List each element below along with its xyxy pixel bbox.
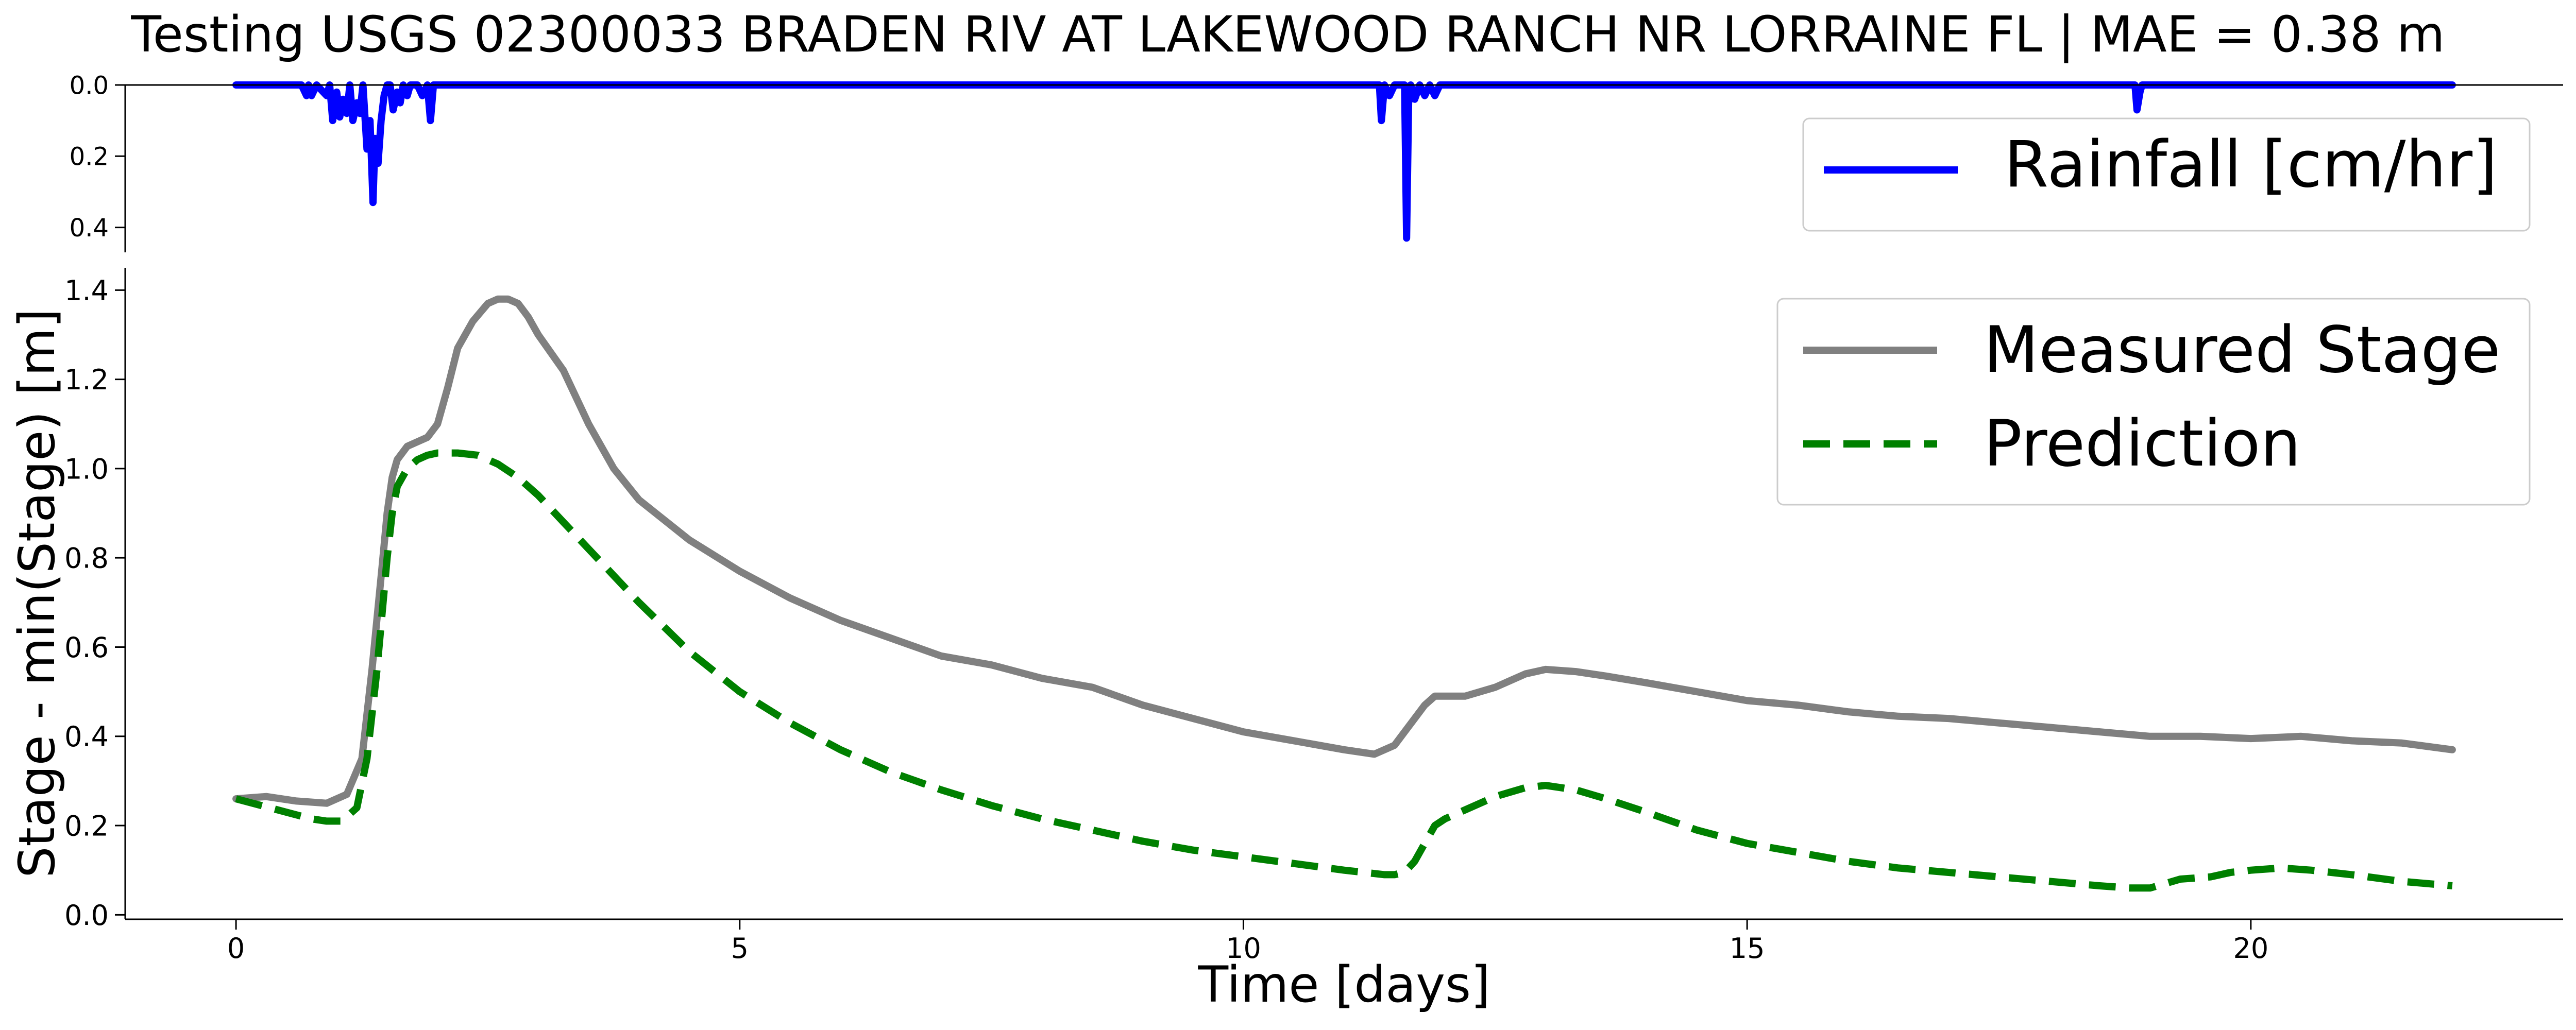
stage-panel: 0.0 0.2 0.4 0.6 0.8 1.0 1.2 1.4 0 5 10 15 20 Time […	[8, 268, 2563, 1014]
stage-y-ticks: 0.0 0.2 0.4 0.6 0.8 1.0 1.2 1.4	[64, 274, 125, 932]
stage-x-ticks: 0 5 10 15 20	[227, 919, 2268, 965]
figure-title: Testing USGS 02300033 BRADEN RIV AT LAKE…	[130, 6, 2445, 64]
stage-x-tick-label: 20	[2233, 932, 2268, 965]
rainfall-y-tick-label: 0.2	[70, 143, 109, 171]
prediction-legend-label: Prediction	[1984, 407, 2301, 481]
rainfall-legend: Rainfall [cm/hr]	[1802, 117, 2531, 232]
stage-x-tick-label: 5	[731, 932, 749, 965]
rainfall-legend-box	[1802, 117, 2531, 232]
stage-x-tick-label: 10	[1226, 932, 1261, 965]
measured-stage-legend-label: Measured Stage	[1984, 313, 2500, 387]
rainfall-y-tick-label: 0.0	[70, 71, 109, 100]
rainfall-panel: 0.0 0.2 0.4 Rainfall [cm/hr]	[70, 71, 2563, 252]
measured-stage-series-line	[232, 295, 2456, 807]
stage-y-tick-label: 1.0	[64, 453, 109, 485]
stage-x-axis-label: Time [days]	[1198, 956, 1490, 1014]
stage-plot-area	[232, 295, 2456, 892]
stage-y-axis-label: Stage - min(Stage) [m]	[8, 308, 66, 878]
stage-y-tick-label: 1.4	[64, 274, 109, 307]
stage-y-tick-label: 0.6	[64, 631, 109, 664]
stage-y-tick-label: 0.0	[64, 899, 109, 932]
stage-x-tick-label: 0	[227, 932, 245, 965]
rainfall-legend-label: Rainfall [cm/hr]	[2004, 128, 2498, 202]
rainfall-cm-hr-series-line	[232, 81, 2456, 242]
stage-y-tick-label: 0.4	[64, 720, 109, 753]
rainfall-y-tick-label: 0.4	[70, 214, 109, 243]
stage-y-tick-label: 0.2	[64, 810, 109, 842]
stage-legend-box	[1776, 298, 2531, 506]
rainfall-y-ticks: 0.0 0.2 0.4	[70, 71, 125, 243]
stage-legend: Measured Stage Prediction	[1776, 298, 2531, 506]
prediction-series-line	[235, 449, 2453, 892]
stage-x-tick-label: 15	[1730, 932, 1765, 965]
stage-y-tick-label: 1.2	[64, 364, 109, 396]
rainfall-plot-area	[232, 81, 2456, 242]
stage-y-tick-label: 0.8	[64, 542, 109, 575]
